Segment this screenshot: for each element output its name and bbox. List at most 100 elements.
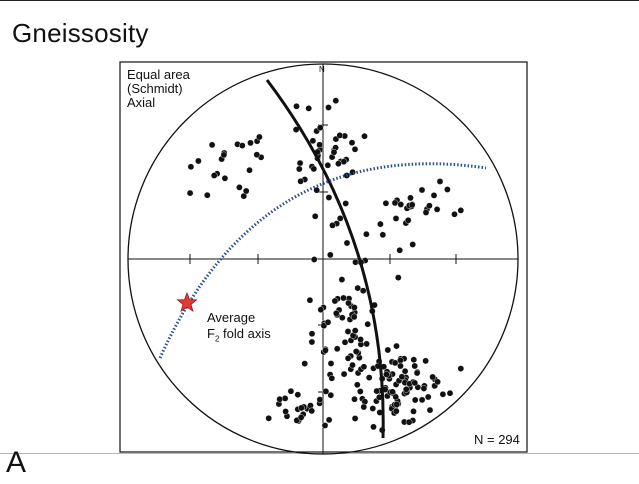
pole-point: [276, 395, 284, 403]
pole-point: [392, 215, 400, 222]
pole-point: [333, 345, 341, 353]
great-circle-solid: [265, 79, 385, 439]
pole-point: [404, 216, 412, 224]
pole-point: [340, 294, 347, 302]
pole-point: [321, 422, 329, 429]
pole-point: [351, 395, 358, 403]
pole-point: [186, 189, 194, 197]
pole-point: [426, 202, 433, 209]
pole-point: [359, 287, 367, 295]
pole-point: [363, 340, 370, 348]
pole-point: [351, 327, 359, 334]
pole-point: [360, 403, 368, 411]
pole-point: [360, 363, 368, 371]
average-fold-axis-label: Average F2 fold axis: [207, 310, 271, 348]
pole-point: [336, 132, 344, 139]
pole-point: [429, 373, 436, 381]
pole-point: [365, 374, 373, 381]
pole-point: [424, 393, 432, 401]
pole-point: [363, 230, 370, 238]
pole-point: [351, 145, 359, 153]
pole-point: [309, 137, 317, 145]
pole-point: [293, 103, 300, 110]
pole-point: [340, 370, 348, 378]
pole-point: [351, 415, 359, 422]
pole-point: [384, 346, 392, 354]
pole-point: [354, 284, 362, 292]
pole-point: [383, 371, 390, 378]
pole-point: [335, 160, 342, 167]
pole-point: [338, 314, 346, 322]
pole-point: [411, 362, 419, 370]
pole-point: [308, 330, 316, 338]
pole-point: [343, 239, 351, 247]
average-label-line2: F2 fold axis: [207, 326, 271, 344]
pole-point: [305, 105, 313, 112]
pole-point: [311, 212, 319, 220]
pole-point: [221, 174, 229, 182]
pole-point: [411, 396, 419, 404]
pole-point: [457, 365, 465, 372]
pole-point: [457, 207, 465, 214]
pole-point: [297, 177, 304, 185]
pole-point: [253, 151, 261, 158]
pole-point: [451, 210, 458, 218]
pole-point: [341, 338, 349, 346]
pole-point: [356, 388, 364, 395]
pole-point: [308, 338, 316, 346]
pole-point: [242, 187, 250, 195]
pole-point: [353, 381, 361, 389]
pole-point: [296, 159, 304, 167]
pole-point: [316, 141, 323, 149]
pole-point: [287, 387, 295, 395]
pole-point: [420, 385, 428, 392]
pole-point: [411, 379, 419, 387]
pole-point: [352, 348, 360, 355]
pole-point: [351, 304, 358, 311]
pole-point: [316, 124, 324, 131]
pole-point: [408, 201, 416, 209]
pole-point: [392, 393, 400, 401]
pole-point: [361, 132, 368, 140]
pole-point: [247, 139, 254, 147]
pole-point: [430, 192, 438, 199]
page-title: Gneissosity: [12, 18, 149, 48]
pole-point: [282, 408, 289, 415]
net-subtype-label: (Schmidt): [127, 81, 183, 96]
pole-point: [281, 395, 289, 402]
pole-point: [402, 386, 410, 393]
pole-point: [298, 404, 305, 412]
pole-point: [405, 418, 413, 426]
pole-point: [436, 178, 444, 185]
pole-point: [418, 186, 426, 194]
pole-point: [413, 369, 421, 377]
pole-point: [195, 157, 202, 165]
pole-point: [392, 407, 400, 415]
pole-point: [336, 215, 344, 222]
pole-point: [308, 407, 316, 415]
pole-point: [328, 374, 336, 382]
pole-point: [391, 359, 399, 367]
pole-point: [393, 401, 401, 408]
pole-point: [439, 390, 447, 398]
pole-point: [446, 389, 454, 397]
pole-point: [187, 163, 195, 171]
pole-point: [379, 231, 387, 239]
pole-point: [382, 199, 390, 207]
pole-point: [364, 320, 372, 328]
pole-point: [265, 414, 273, 422]
count-label: N = 294: [474, 432, 520, 447]
pole-point: [322, 388, 330, 395]
pole-point: [344, 328, 352, 335]
net-plot-label: Axial: [127, 95, 156, 110]
pole-point: [369, 405, 377, 412]
pole-point: [409, 241, 417, 248]
star-icon: [176, 291, 198, 313]
pole-point: [329, 222, 336, 229]
net-type-label: Equal area: [127, 67, 190, 82]
pole-point: [401, 367, 409, 375]
pole-point: [313, 186, 321, 194]
pole-point: [332, 97, 340, 104]
pole-point: [342, 200, 350, 207]
